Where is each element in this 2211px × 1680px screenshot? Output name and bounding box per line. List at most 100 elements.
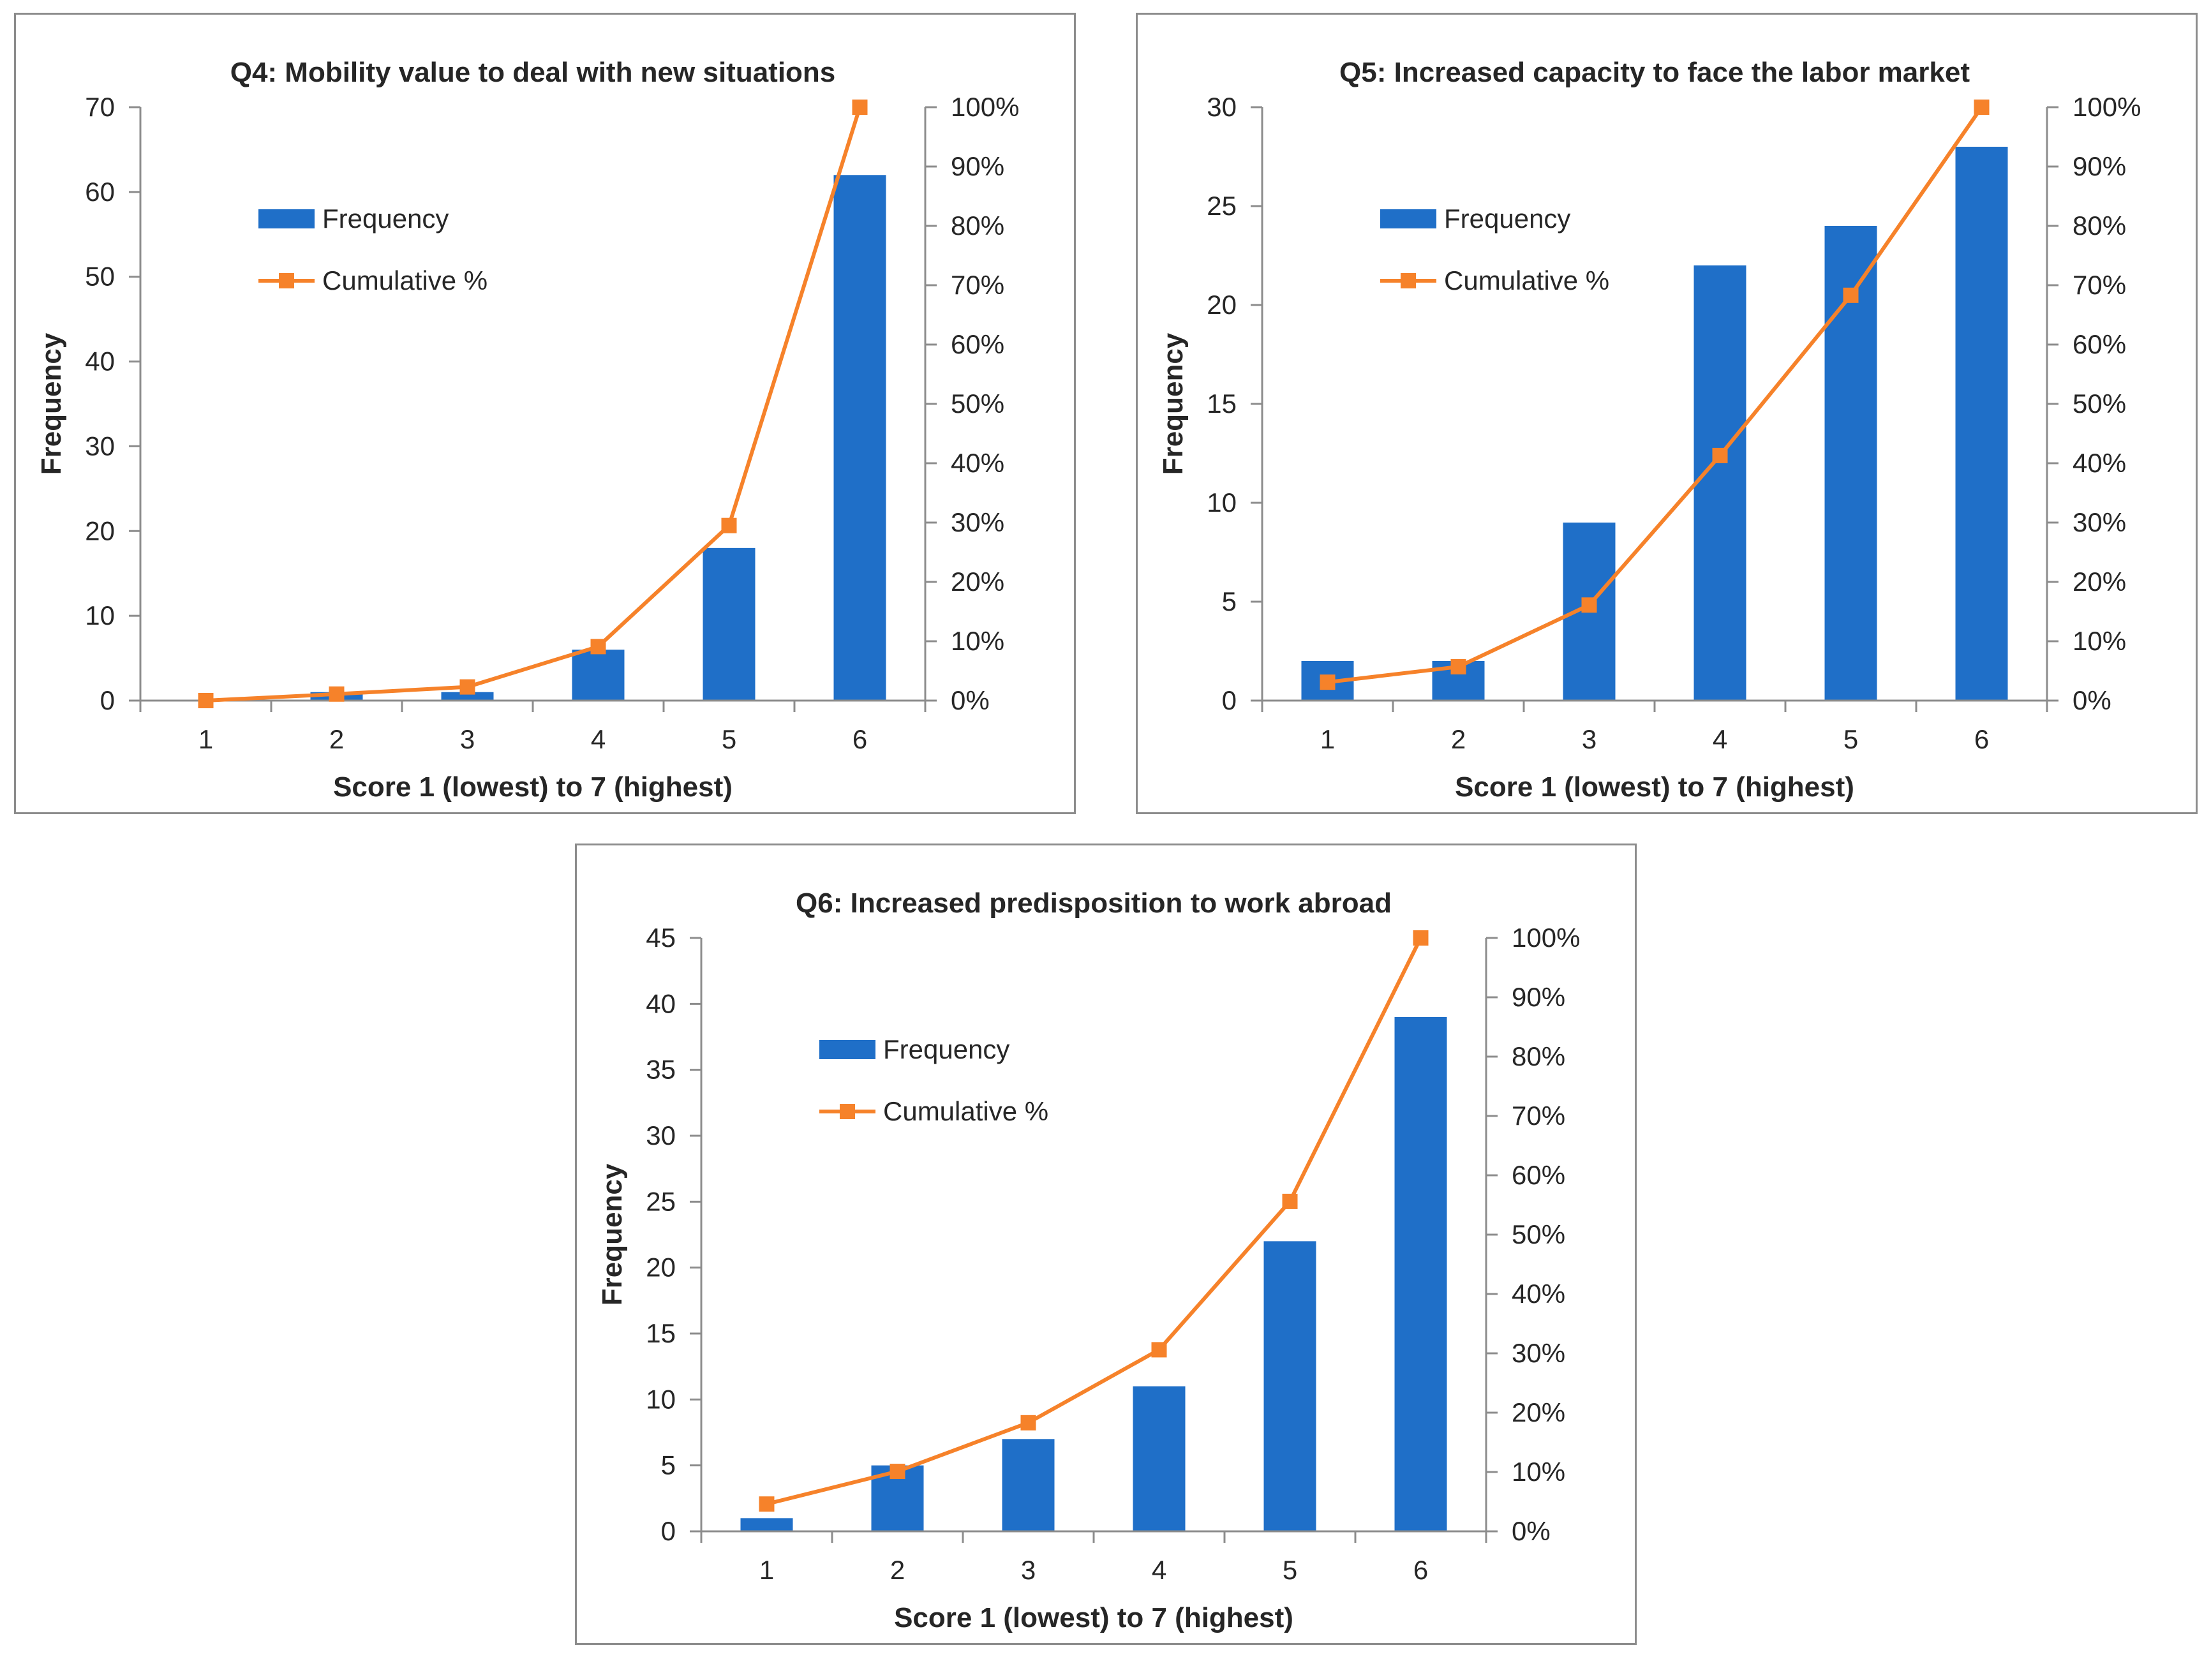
legend-frequency-swatch <box>258 209 315 228</box>
y-tick-label: 60 <box>85 177 115 207</box>
y2-tick-label: 50% <box>2073 389 2126 419</box>
x-tick-label: 6 <box>852 724 867 754</box>
x-tick-label: 3 <box>460 724 475 754</box>
y2-tick-label: 40% <box>951 448 1004 478</box>
cumulative-point <box>759 1496 775 1512</box>
y-axis-title: Frequency <box>36 332 67 475</box>
y-tick-label: 0 <box>100 685 115 715</box>
y-tick-label: 0 <box>1222 685 1237 715</box>
legend-frequency-swatch <box>819 1040 875 1059</box>
y2-tick-label: 100% <box>951 92 1019 122</box>
x-tick-label: 1 <box>1320 724 1335 754</box>
y2-tick-label: 40% <box>1512 1279 1565 1309</box>
legend-cumulative-marker <box>279 273 294 288</box>
frequency-bar <box>703 547 756 701</box>
cumulative-point <box>329 686 345 702</box>
y-tick-label: 20 <box>1207 290 1237 320</box>
y2-tick-label: 70% <box>951 270 1004 300</box>
frequency-bar <box>740 1518 793 1531</box>
chart-title: Q6: Increased predisposition to work abr… <box>796 888 1392 919</box>
x-tick-label: 3 <box>1021 1555 1036 1585</box>
y2-tick-label: 60% <box>951 329 1004 359</box>
frequency-bar <box>1694 265 1746 701</box>
cumulative-line <box>1327 106 1983 685</box>
cumulative-point <box>1712 447 1728 463</box>
cumulative-point <box>1974 100 1990 115</box>
x-tick-label: 6 <box>1413 1555 1428 1585</box>
x-tick-label: 5 <box>1283 1555 1297 1585</box>
x-axis-title: Score 1 (lowest) to 7 (highest) <box>1455 771 1854 803</box>
y2-tick-label: 90% <box>951 151 1004 181</box>
y-tick-label: 10 <box>85 600 115 630</box>
y2-tick-label: 10% <box>951 626 1004 656</box>
x-tick-label: 5 <box>722 724 736 754</box>
x-tick-label: 2 <box>890 1555 905 1585</box>
y2-tick-label: 70% <box>1512 1101 1565 1131</box>
chart-q4: Q4: Mobility value to deal with new situ… <box>36 57 1019 803</box>
frequency-bar <box>833 175 886 701</box>
y-axis-title: Frequency <box>1158 332 1189 475</box>
y-tick-label: 5 <box>1222 586 1237 616</box>
y-tick-label: 20 <box>85 516 115 546</box>
chart-q6: Q6: Increased predisposition to work abr… <box>597 888 1580 1633</box>
y2-tick-label: 70% <box>2073 270 2126 300</box>
y2-tick-label: 0% <box>951 685 990 715</box>
y-tick-label: 30 <box>646 1120 676 1150</box>
cumulative-point <box>1020 1415 1036 1431</box>
cumulative-point <box>1581 597 1597 613</box>
y2-tick-label: 30% <box>951 507 1004 537</box>
y-tick-label: 70 <box>85 92 115 122</box>
y2-tick-label: 100% <box>1512 923 1580 953</box>
y2-tick-label: 30% <box>1512 1338 1565 1368</box>
legend-cumulative-label: Cumulative % <box>883 1096 1048 1126</box>
y2-tick-label: 10% <box>1512 1457 1565 1487</box>
legend-frequency-label: Frequency <box>322 204 449 234</box>
frequency-bar <box>1263 1241 1316 1531</box>
x-tick-label: 4 <box>1152 1555 1166 1585</box>
y2-tick-label: 90% <box>1512 982 1565 1012</box>
y2-tick-label: 80% <box>951 211 1004 241</box>
x-tick-label: 4 <box>1713 724 1727 754</box>
y2-tick-label: 60% <box>1512 1160 1565 1190</box>
legend-cumulative-label: Cumulative % <box>1444 265 1609 295</box>
y2-tick-label: 20% <box>951 567 1004 597</box>
y2-tick-label: 80% <box>2073 211 2126 241</box>
legend-frequency-label: Frequency <box>883 1034 1009 1064</box>
y2-tick-label: 20% <box>2073 567 2126 597</box>
cumulative-point <box>1151 1342 1167 1358</box>
cumulative-point <box>721 517 737 533</box>
frequency-bar <box>1394 1017 1447 1531</box>
x-tick-label: 2 <box>329 724 344 754</box>
cumulative-point <box>1450 658 1466 674</box>
frequency-bar <box>441 692 494 701</box>
y-tick-label: 0 <box>661 1516 676 1546</box>
legend-cumulative-marker <box>1401 273 1416 288</box>
frequency-bar <box>572 650 625 701</box>
x-tick-label: 1 <box>759 1555 774 1585</box>
chart-panel-q4: Q4: Mobility value to deal with new situ… <box>14 13 1076 814</box>
frequency-bar <box>1002 1439 1055 1531</box>
cumulative-point <box>890 1464 905 1480</box>
y2-tick-label: 0% <box>2073 685 2111 715</box>
cumulative-point <box>852 100 868 115</box>
cumulative-point <box>590 639 606 655</box>
chart-panel-q6: Q6: Increased predisposition to work abr… <box>575 844 1637 1645</box>
y2-tick-label: 100% <box>2073 92 2141 122</box>
y-tick-label: 40 <box>85 346 115 376</box>
cumulative-line <box>205 107 862 702</box>
legend-frequency-label: Frequency <box>1444 204 1570 234</box>
x-tick-label: 1 <box>198 724 213 754</box>
x-axis-title: Score 1 (lowest) to 7 (highest) <box>333 771 733 803</box>
frequency-bar <box>1955 147 2008 701</box>
y-tick-label: 45 <box>646 923 676 953</box>
chart-q5: Q5: Increased capacity to face the labor… <box>1158 57 2141 803</box>
cumulative-point <box>198 693 214 708</box>
y-tick-label: 20 <box>646 1253 676 1282</box>
x-tick-label: 3 <box>1582 724 1597 754</box>
x-tick-label: 4 <box>591 724 606 754</box>
chart-title: Q5: Increased capacity to face the labor… <box>1339 57 1970 88</box>
cumulative-point <box>1282 1193 1298 1209</box>
cumulative-point <box>1413 930 1429 946</box>
legend-frequency-swatch <box>1380 209 1436 228</box>
y2-tick-label: 90% <box>2073 151 2126 181</box>
